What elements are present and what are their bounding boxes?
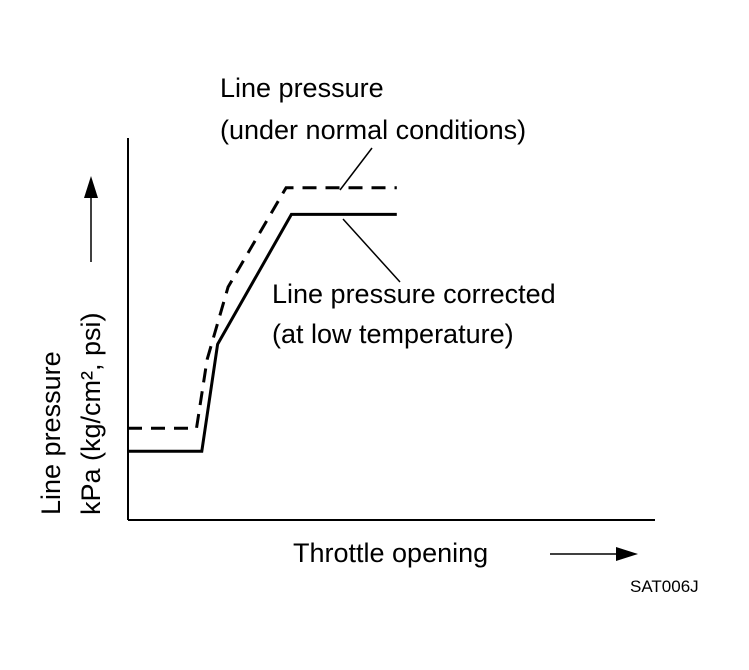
x-axis-label: Throttle opening: [293, 538, 488, 568]
normal-series-label-line1: Line pressure: [220, 73, 384, 103]
normal-conditions-series-line: [128, 186, 397, 430]
y-axis-arrow: [84, 176, 98, 262]
corrected-series-label-line2: (at low temperature): [272, 319, 514, 349]
low-temperature-series-line: [128, 212, 397, 453]
y-axis-label-group-2: kPa (kg/cm², psi): [76, 312, 106, 515]
y-axis-label-group: Line pressure: [36, 351, 66, 515]
y-axis-label-line1: Line pressure: [36, 351, 66, 515]
normal-series-label-line2: (under normal conditions): [220, 115, 526, 145]
figure-code: SAT006J: [630, 577, 699, 596]
y-axis-label-line2: kPa (kg/cm², psi): [76, 312, 106, 515]
axes: [127, 138, 655, 521]
corrected-series-label-line1: Line pressure corrected: [272, 279, 556, 309]
x-axis-arrow-head-icon: [616, 547, 638, 561]
x-axis-arrow: [550, 547, 638, 561]
normal-series-leader-line: [339, 147, 373, 191]
corrected-series-leader-line: [342, 218, 401, 283]
y-axis-arrow-head-icon: [84, 176, 98, 198]
series-layer: [128, 186, 397, 453]
